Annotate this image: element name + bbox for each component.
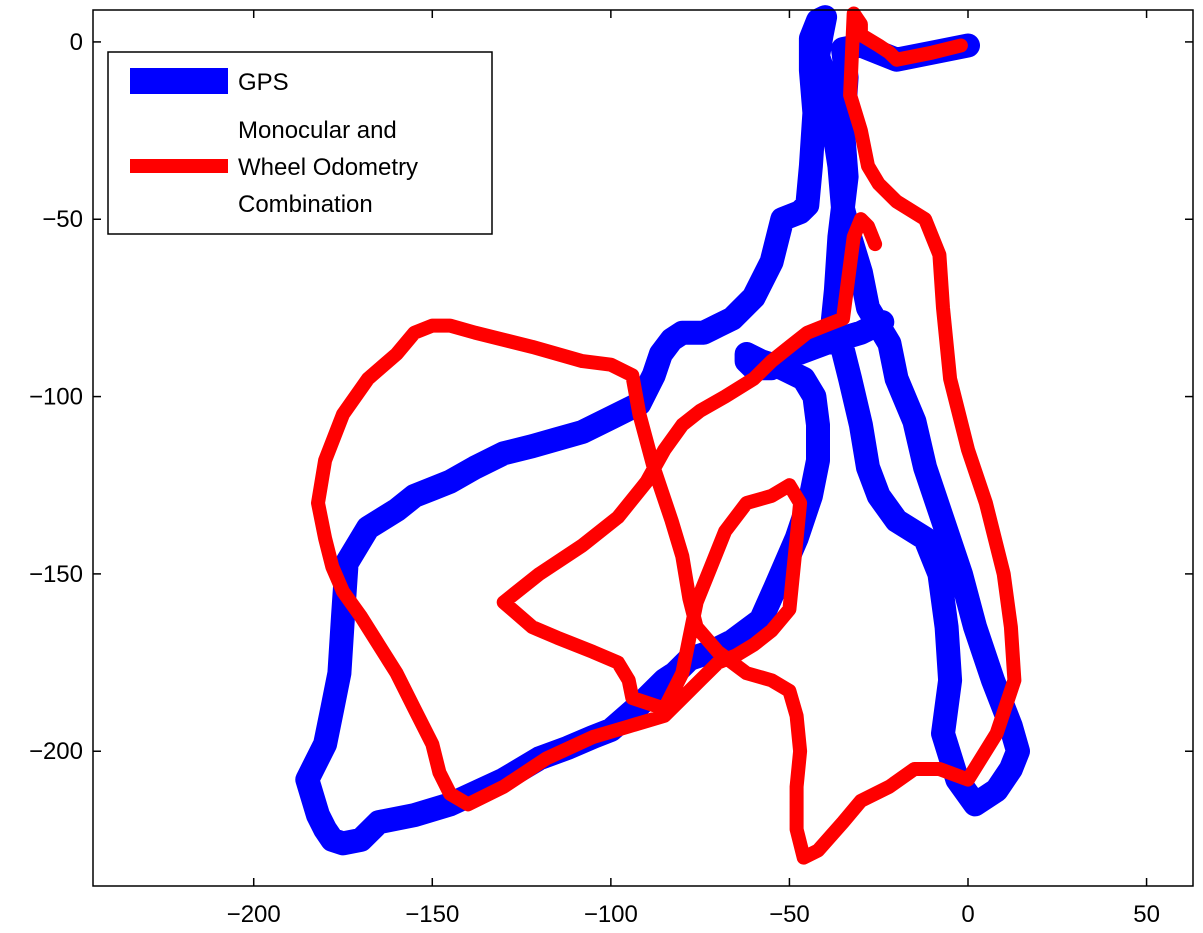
y-tick-label: −150 bbox=[29, 561, 83, 588]
legend: GPS Monocular and Wheel Odometry Combina… bbox=[107, 51, 493, 235]
x-tick-label: −100 bbox=[584, 901, 638, 928]
legend-label-odometry-line-1: Monocular and bbox=[238, 117, 397, 144]
legend-label-odometry-line-2: Wheel Odometry bbox=[238, 154, 418, 181]
plot-frame bbox=[92, 9, 1194, 887]
y-tick-label: −50 bbox=[42, 206, 83, 233]
legend-swatch-gps bbox=[130, 68, 228, 94]
x-tick-label: −150 bbox=[405, 901, 459, 928]
x-tick-label: −200 bbox=[227, 901, 281, 928]
y-tick-label: −200 bbox=[29, 738, 83, 765]
legend-label-odometry-line-3: Combination bbox=[238, 191, 373, 218]
y-tick-label: −100 bbox=[29, 384, 83, 411]
y-tick-label: 0 bbox=[70, 29, 83, 56]
series-line-odometry bbox=[311, 6, 1022, 865]
legend-label-gps: GPS bbox=[238, 69, 289, 96]
tick-layer: −200 −150 −100 −50 0 50 0 −50 −100 −150 −200 bbox=[29, 10, 1193, 928]
x-tick-label: 50 bbox=[1133, 901, 1160, 928]
x-tick-label: 0 bbox=[961, 901, 974, 928]
legend-swatch-odometry bbox=[130, 159, 228, 173]
x-tick-label: −50 bbox=[769, 901, 810, 928]
series-layer bbox=[295, 5, 1030, 865]
